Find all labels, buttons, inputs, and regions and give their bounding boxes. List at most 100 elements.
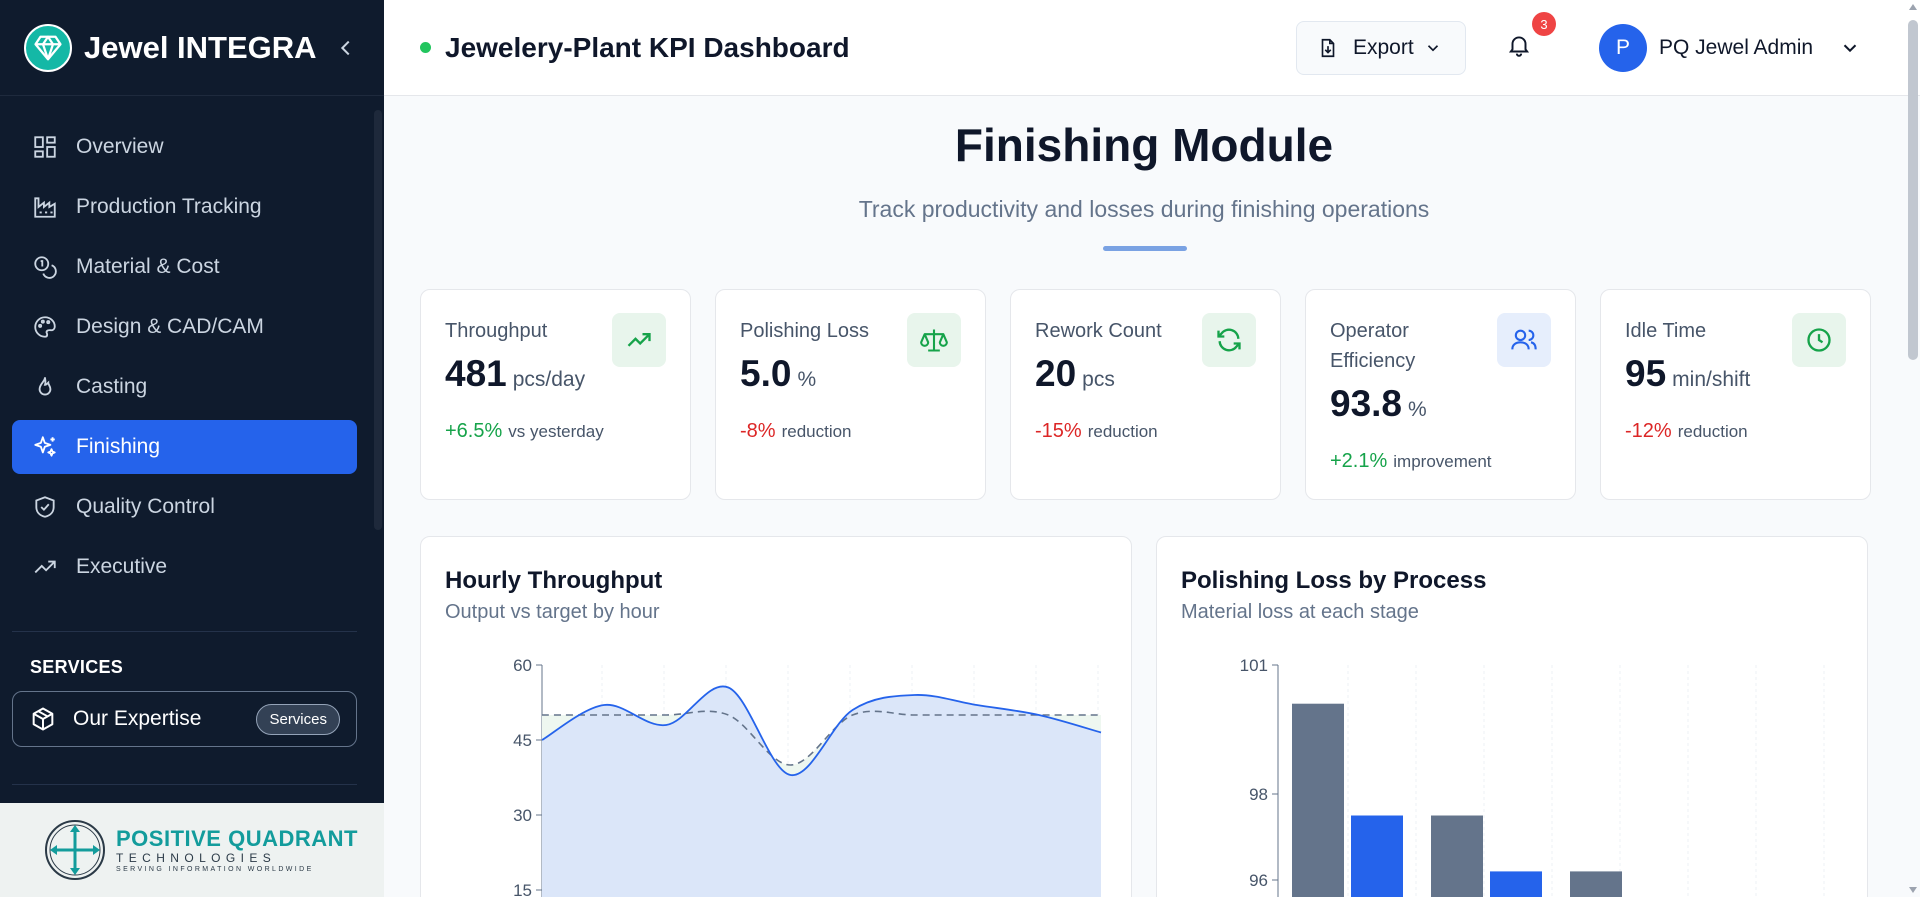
services-heading: SERVICES	[30, 657, 124, 677]
polishing-loss-card: 101 98 96 Polishing Loss by Process Materi…	[1156, 536, 1868, 897]
company-wordmark: POSITIVE QUADRANT TECHNOLOGIES SERVING I…	[116, 825, 358, 873]
throughput-area	[542, 686, 1101, 897]
bar	[1570, 871, 1622, 897]
kpi-delta: -8%	[740, 420, 776, 442]
sparkles-icon	[30, 432, 60, 462]
kpi-note: vs yesterday	[508, 422, 604, 441]
avatar: P	[1599, 24, 1647, 72]
sidebar-item-production-tracking[interactable]: Production Tracking	[12, 180, 357, 234]
user-menu[interactable]: P PQ Jewel Admin	[1599, 24, 1861, 72]
kpi-card-idle-time: Idle Time 95 min/shift -12% reduction	[1600, 289, 1871, 500]
kpi-label: Operator Efficiency	[1330, 320, 1416, 372]
flame-icon	[30, 372, 60, 402]
kpi-card-operator-efficiency: Operator Efficiency 93.8% +2.1% improveme…	[1305, 289, 1576, 500]
divider	[12, 631, 357, 632]
kpi-value: 481 pcs/day	[445, 353, 585, 395]
company-logo: POSITIVE QUADRANT TECHNOLOGIES SERVING I…	[0, 803, 384, 897]
kpi-unit: %	[797, 368, 817, 391]
hourly-throughput-card: 60 45 30 15 Hourly Throughput Output vs tar…	[420, 536, 1132, 897]
sidebar-item-casting[interactable]: Casting	[12, 360, 357, 414]
chart-title: Hourly Throughput	[445, 567, 663, 594]
collapse-sidebar-button[interactable]	[335, 37, 357, 59]
sidebar-scrollbar[interactable]	[374, 110, 382, 530]
kpi-change: -8% reduction	[740, 420, 852, 443]
notification-count-badge: 3	[1532, 12, 1556, 36]
sidebar-item-material-cost[interactable]: Material & Cost	[12, 240, 357, 294]
divider	[12, 784, 357, 785]
kpi-note: improvement	[1393, 452, 1492, 471]
bar	[1490, 871, 1542, 897]
module-subtitle: Track productivity and losses during fin…	[858, 196, 1430, 222]
export-button[interactable]: Export	[1296, 21, 1466, 75]
sidebar-item-label: Overview	[76, 135, 164, 158]
kpi-note: reduction	[1677, 422, 1748, 441]
kpi-label: Polishing Loss	[740, 320, 869, 342]
scroll-up-arrow[interactable]	[1909, 4, 1917, 10]
package-icon	[29, 705, 57, 733]
bell-icon	[1508, 36, 1530, 57]
kpi-delta: +6.5%	[445, 420, 503, 442]
kpi-label: Idle Time	[1625, 320, 1707, 342]
sidebar-item-label: Quality Control	[76, 495, 215, 518]
kpi-delta: -12%	[1625, 420, 1672, 442]
coins-icon	[30, 252, 60, 282]
grid-icon	[30, 132, 60, 162]
services-badge: Services	[256, 703, 340, 735]
bar	[1292, 703, 1344, 897]
company-name: POSITIVE QUADRANT	[116, 825, 358, 851]
sidebar-item-label: Finishing	[76, 435, 161, 458]
our-expertise-label: Our Expertise	[73, 707, 202, 730]
polishing-loss-chart[interactable]: 101 98 96	[1157, 537, 1869, 897]
kpi-change: -12% reduction	[1625, 420, 1748, 443]
factory-icon	[30, 192, 60, 222]
sidebar-item-label: Executive	[76, 555, 168, 578]
sidebar-item-design-cad-cam[interactable]: Design & CAD/CAM	[12, 300, 357, 354]
users-icon	[1497, 313, 1551, 367]
notifications-button[interactable]	[1506, 32, 1532, 58]
chevron-down-icon	[1424, 39, 1442, 57]
sidebar-nav: Overview Production Tracking Material & …	[0, 96, 384, 622]
scroll-down-arrow[interactable]	[1909, 887, 1917, 893]
kpi-unit: pcs/day	[512, 368, 586, 391]
our-expertise-button[interactable]: Our Expertise Services	[12, 691, 357, 747]
module-title: Finishing Module	[954, 119, 1334, 171]
sidebar-item-quality-control[interactable]: Quality Control	[12, 480, 357, 534]
kpi-number: 5.0	[740, 353, 792, 394]
y-tick-label: 30	[513, 806, 532, 825]
kpi-number: 93.8	[1330, 383, 1403, 424]
target-line	[542, 710, 1101, 766]
kpi-number: 20	[1035, 353, 1077, 394]
chevron-left-icon	[340, 40, 350, 55]
sidebar-item-executive[interactable]: Executive	[12, 540, 357, 594]
chart-subtitle: Output vs target by hour	[445, 601, 660, 623]
y-tick-label: 60	[513, 656, 532, 675]
kpi-card-throughput: Throughput 481 pcs/day +6.5% vs yesterday	[420, 289, 691, 500]
kpi-number: 481	[445, 353, 507, 394]
kpi-change: +2.1% improvement	[1330, 450, 1492, 473]
y-tick-label: 101	[1240, 656, 1268, 675]
clock-icon	[1792, 313, 1846, 367]
kpi-value: 93.8%	[1330, 383, 1427, 425]
topbar: Jewelery-Plant KPI Dashboard Export 3 P …	[384, 0, 1920, 96]
user-name: PQ Jewel Admin	[1659, 36, 1814, 59]
sidebar-item-finishing[interactable]: Finishing	[12, 420, 357, 474]
shield-check-icon	[30, 492, 60, 522]
y-tick-label: 45	[513, 731, 532, 750]
y-tick-label: 96	[1249, 871, 1268, 890]
sidebar-item-overview[interactable]: Overview	[12, 120, 357, 174]
main-content: Jewelery-Plant KPI Dashboard Export 3 P …	[384, 0, 1920, 897]
brand-title: Jewel INTEGRA	[84, 29, 317, 65]
bar	[1351, 815, 1403, 897]
kpi-unit: %	[1408, 398, 1427, 421]
hourly-throughput-chart[interactable]: 60 45 30 15	[421, 537, 1133, 897]
kpi-card-rework-count: Rework Count 20 pcs -15% reduction	[1010, 289, 1281, 500]
kpi-change: -15% reduction	[1035, 420, 1158, 443]
kpi-label: Throughput	[445, 320, 548, 342]
kpi-change: +6.5% vs yesterday	[445, 420, 604, 443]
trending-up-icon	[30, 552, 60, 582]
page-scrollbar[interactable]	[1908, 20, 1918, 360]
kpi-value: 20 pcs	[1035, 353, 1115, 395]
trending-up-icon	[612, 313, 666, 367]
kpi-number: 95	[1625, 353, 1667, 394]
bar	[1431, 815, 1483, 897]
